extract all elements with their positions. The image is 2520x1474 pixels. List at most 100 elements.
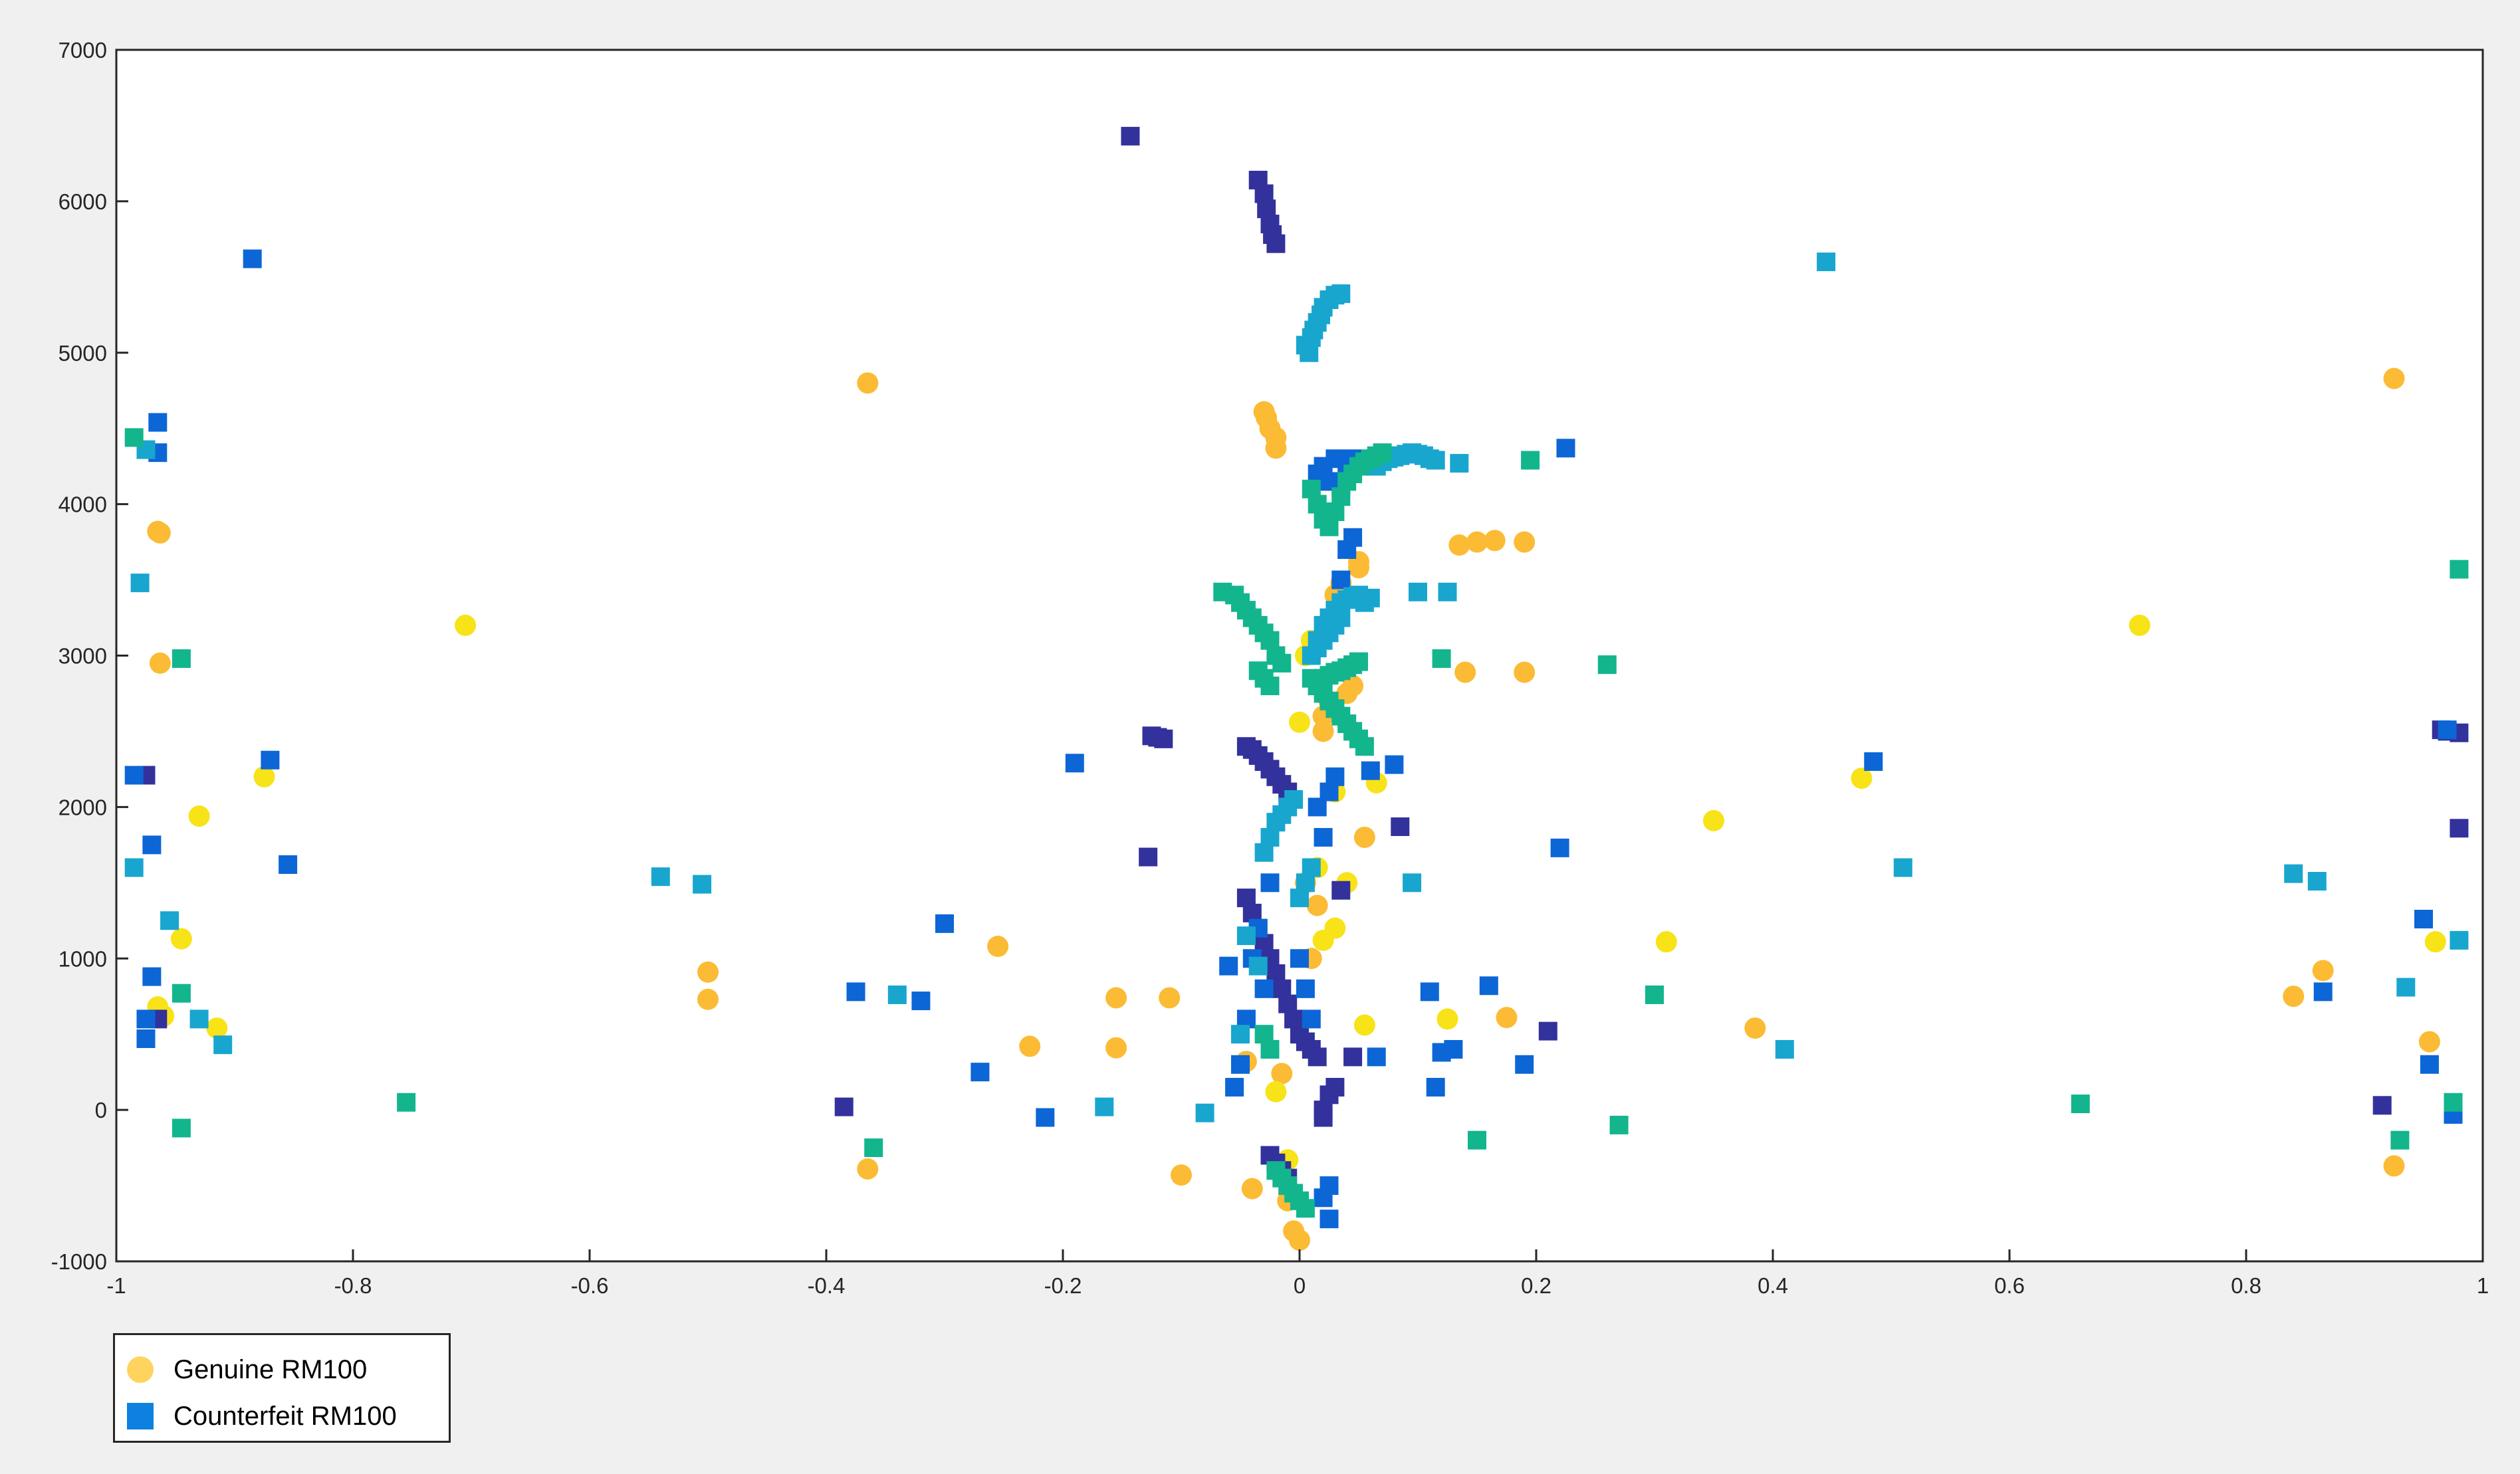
- counterfeit-point: [142, 835, 162, 855]
- counterfeit-point: [1343, 1047, 1363, 1067]
- y-tick-label: 6000: [58, 189, 107, 214]
- counterfeit-point: [1521, 451, 1540, 470]
- counterfeit-point: [130, 574, 150, 593]
- genuine-point: [188, 805, 210, 827]
- counterfeit-point: [2450, 560, 2469, 579]
- genuine-point: [1019, 1035, 1041, 1057]
- counterfeit-point: [1302, 858, 1321, 877]
- counterfeit-point: [1121, 126, 1140, 146]
- x-tick-label: 0.6: [1994, 1273, 2025, 1298]
- counterfeit-point: [1254, 979, 1274, 998]
- genuine-point: [1514, 531, 1536, 553]
- genuine-point: [1265, 437, 1287, 459]
- counterfeit-point: [148, 413, 168, 432]
- genuine-point: [1436, 1008, 1458, 1030]
- genuine-point: [697, 961, 719, 983]
- counterfeit-point: [1550, 838, 1569, 857]
- legend-item-genuine: Genuine RM100: [127, 1350, 367, 1390]
- x-tick-label: -0.8: [334, 1273, 372, 1298]
- counterfeit-point: [1426, 451, 1445, 470]
- genuine-point: [1271, 1063, 1293, 1085]
- y-tick-label: 4000: [58, 492, 107, 517]
- genuine-point: [455, 614, 477, 636]
- counterfeit-point: [1444, 1039, 1463, 1059]
- counterfeit-point: [1266, 234, 1286, 253]
- counterfeit-point: [397, 1093, 416, 1112]
- genuine-point: [1484, 530, 1506, 552]
- counterfeit-point: [2420, 1055, 2439, 1074]
- legend-square-marker: [127, 1403, 154, 1429]
- counterfeit-point: [136, 1029, 156, 1049]
- x-tick-label: 0.2: [1521, 1273, 1551, 1298]
- data-points: [124, 126, 2469, 1251]
- counterfeit-point: [1361, 761, 1380, 780]
- genuine-point: [2383, 368, 2405, 389]
- genuine-point: [1448, 534, 1470, 556]
- counterfeit-point: [1373, 443, 1392, 463]
- counterfeit-point: [864, 1138, 883, 1158]
- counterfeit-point: [1272, 653, 1292, 673]
- counterfeit-point: [124, 766, 144, 785]
- counterfeit-point: [1331, 608, 1351, 627]
- counterfeit-point: [1314, 1188, 1333, 1208]
- genuine-point: [2283, 986, 2305, 1007]
- counterfeit-point: [2450, 819, 2469, 838]
- genuine-point: [697, 988, 719, 1010]
- counterfeit-point: [1139, 847, 1158, 867]
- y-tick-label: 1000: [58, 946, 107, 971]
- x-tick-label: 0: [1294, 1273, 1306, 1298]
- counterfeit-point: [1343, 528, 1363, 547]
- x-tick-label: -0.4: [808, 1273, 846, 1298]
- genuine-point: [1496, 1007, 1518, 1029]
- counterfeit-point: [261, 750, 280, 770]
- y-tick-label: -1000: [51, 1249, 107, 1274]
- genuine-point: [253, 766, 275, 788]
- counterfeit-point: [1385, 755, 1404, 774]
- counterfeit-point: [2313, 982, 2333, 1001]
- counterfeit-point: [1479, 976, 1498, 996]
- counterfeit-point: [2450, 930, 2469, 950]
- counterfeit-point: [1095, 1097, 1114, 1116]
- counterfeit-point: [1775, 1039, 1794, 1059]
- genuine-point: [1514, 661, 1536, 683]
- counterfeit-point: [1065, 754, 1084, 773]
- counterfeit-point: [1355, 737, 1374, 756]
- counterfeit-point: [693, 875, 712, 894]
- genuine-point: [1324, 917, 1346, 939]
- genuine-point: [2128, 614, 2150, 636]
- counterfeit-point: [124, 428, 144, 447]
- genuine-point: [1744, 1017, 1766, 1039]
- counterfeit-point: [1438, 582, 1457, 601]
- counterfeit-point: [1260, 873, 1280, 893]
- x-tick-label: 0.8: [2231, 1273, 2261, 1298]
- counterfeit-point: [911, 992, 931, 1011]
- genuine-point: [2424, 931, 2446, 953]
- counterfeit-point: [2396, 978, 2416, 997]
- counterfeit-point: [1403, 873, 1422, 893]
- counterfeit-point: [1331, 284, 1351, 303]
- counterfeit-point: [136, 1009, 156, 1029]
- counterfeit-point: [1260, 677, 1280, 696]
- counterfeit-point: [1609, 1115, 1629, 1134]
- counterfeit-point: [1817, 253, 1836, 272]
- counterfeit-point: [846, 982, 865, 1001]
- x-tick-label: -0.2: [1044, 1273, 1082, 1298]
- counterfeit-point: [1420, 982, 1439, 1001]
- counterfeit-point: [1248, 956, 1268, 976]
- genuine-point: [1312, 720, 1334, 742]
- counterfeit-point: [1314, 827, 1333, 847]
- counterfeit-point: [1645, 985, 1664, 1004]
- counterfeit-point: [1319, 1210, 1339, 1229]
- counterfeit-point: [1325, 767, 1345, 786]
- counterfeit-point: [1331, 881, 1351, 900]
- genuine-point: [170, 928, 192, 950]
- counterfeit-point: [1450, 454, 1469, 473]
- genuine-point: [1306, 895, 1328, 916]
- counterfeit-point: [213, 1035, 233, 1055]
- genuine-point: [149, 652, 171, 674]
- legend: Genuine RM100 Counterfeit RM100: [113, 1333, 451, 1443]
- counterfeit-point: [1538, 1021, 1557, 1041]
- counterfeit-point: [1409, 582, 1427, 601]
